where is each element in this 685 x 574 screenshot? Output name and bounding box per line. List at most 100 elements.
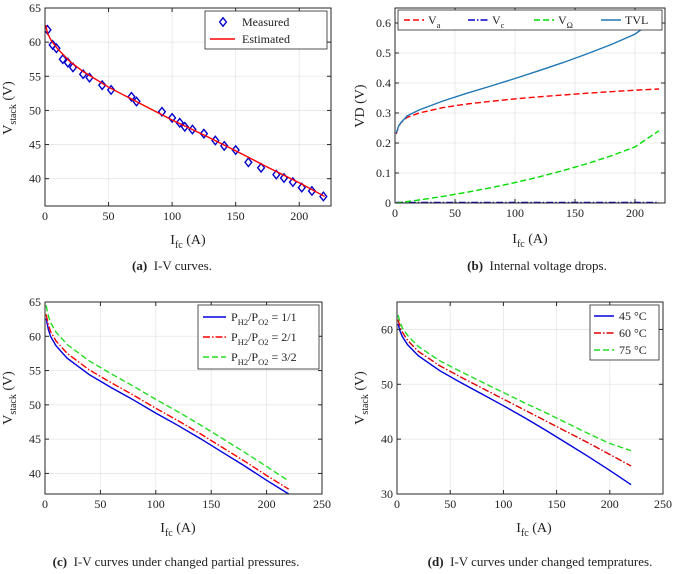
x-axis-label-main: I bbox=[160, 521, 165, 536]
legend-label: Va bbox=[428, 13, 441, 30]
axes-box bbox=[44, 301, 323, 495]
x-axis-label-main: I bbox=[170, 233, 175, 248]
series-line-3 bbox=[396, 130, 660, 203]
x-axis-label-main: I bbox=[516, 521, 521, 536]
legend-label: Measured bbox=[242, 15, 289, 29]
x-tick-label: 100 bbox=[506, 206, 524, 220]
x-tick-label: 150 bbox=[202, 497, 220, 511]
data-point-measured bbox=[127, 91, 136, 103]
legend-label-sub-h2: H2 bbox=[238, 337, 248, 347]
x-tick-label: 200 bbox=[601, 497, 619, 511]
legend-box bbox=[204, 10, 328, 50]
data-point-measured bbox=[297, 182, 307, 193]
x-axis-label-unit: (A) bbox=[529, 521, 552, 536]
series-line-2 bbox=[45, 314, 290, 490]
caption-text: Internal voltage drops. bbox=[483, 258, 607, 273]
legend-label: PH2/PO2 = 3/2 bbox=[231, 350, 297, 367]
legend-label-slash-p: /P bbox=[248, 330, 258, 344]
data-point-measured bbox=[307, 185, 317, 197]
y-axis-label-sub: stack bbox=[8, 104, 19, 125]
data-point-measured bbox=[48, 39, 57, 51]
legend-label-main: V bbox=[558, 13, 567, 27]
y-axis-label-main: V bbox=[1, 125, 16, 135]
legend-label-sub-o2: O2 bbox=[258, 337, 268, 347]
x-axis-label-sub: fc bbox=[517, 239, 525, 250]
data-point-measured bbox=[199, 128, 209, 139]
y-tick-label: 50 bbox=[29, 103, 41, 117]
y-tick-label: 45 bbox=[29, 432, 41, 446]
chart-b: 0 50 100 150 200 0 0.1 0.2 0.3 0.4 0.5 0.6 Ifc (A) VD… bbox=[353, 7, 666, 273]
x-tick-label: 150 bbox=[566, 206, 584, 220]
legend-box bbox=[397, 9, 663, 31]
x-axis-label-unit: (A) bbox=[183, 233, 206, 248]
data-point-measured bbox=[97, 79, 107, 91]
y-tick-label: 50 bbox=[381, 377, 393, 391]
caption-text: I-V curves under changed partial pressur… bbox=[67, 554, 299, 569]
y-axis-label-unit: (V) bbox=[353, 371, 368, 394]
y-axis-label: Vstack (V) bbox=[1, 371, 19, 425]
y-tick-label: 0.4 bbox=[376, 76, 391, 90]
y-tick-label: 55 bbox=[29, 69, 41, 83]
x-tick-label: 0 bbox=[42, 497, 48, 511]
x-axis-label-sub: fc bbox=[175, 240, 183, 251]
x-tick-label: 0 bbox=[392, 206, 398, 220]
legend-label-sub: a bbox=[437, 20, 441, 30]
y-axis-label-sub: stack bbox=[8, 394, 19, 415]
data-point-measured bbox=[157, 106, 167, 118]
legend-label-ratio: = 1/1 bbox=[268, 310, 296, 324]
y-tick-label: 0.3 bbox=[376, 106, 391, 120]
caption-d: (d) I-V curves under changed tempratures… bbox=[428, 554, 653, 569]
x-tick-label: 200 bbox=[626, 206, 644, 220]
legend-label: PH2/PO2 = 1/1 bbox=[231, 310, 297, 327]
series-line-2 bbox=[397, 319, 632, 467]
caption-text: I-V curves under changed tempratures. bbox=[444, 554, 653, 569]
legend-label-sub: Ω bbox=[567, 20, 573, 30]
legend-label: Vc bbox=[492, 13, 505, 30]
x-axis-label: Ifc (A) bbox=[516, 521, 552, 539]
series-line-1 bbox=[395, 88, 660, 135]
data-point-measured bbox=[231, 144, 240, 156]
y-tick-label: 40 bbox=[29, 172, 41, 186]
axes-box bbox=[396, 301, 664, 495]
y-tick-label: 30 bbox=[381, 487, 393, 501]
y-axis-label-main: V bbox=[353, 415, 368, 425]
data-point-measured bbox=[167, 112, 177, 124]
data-point-measured bbox=[244, 156, 253, 168]
legend-label-main: V bbox=[428, 13, 437, 27]
legend-label-sub-h2: H2 bbox=[238, 357, 248, 367]
y-tick-label: 60 bbox=[381, 322, 393, 336]
x-tick-label: 150 bbox=[548, 497, 566, 511]
y-axis-label: Vstack (V) bbox=[353, 371, 371, 425]
legend-label-ratio: = 3/2 bbox=[268, 350, 296, 364]
series-line-3 bbox=[397, 314, 632, 452]
legend-label-sub-o2: O2 bbox=[258, 317, 268, 327]
legend-box bbox=[589, 304, 660, 361]
caption-text: I-V curves. bbox=[147, 258, 212, 273]
x-tick-label: 200 bbox=[290, 209, 308, 223]
y-tick-label: 65 bbox=[29, 1, 41, 15]
x-tick-label: 0 bbox=[42, 209, 48, 223]
y-axis-label-sub: stack bbox=[360, 394, 371, 415]
x-axis-label: Ifc (A) bbox=[512, 232, 548, 250]
y-tick-label: 60 bbox=[29, 329, 41, 343]
legend-label-sub: c bbox=[501, 20, 505, 30]
series-group bbox=[45, 305, 290, 494]
caption-c: (c) I-V curves under changed partial pre… bbox=[53, 554, 300, 569]
legend-label: PH2/PO2 = 2/1 bbox=[231, 330, 297, 347]
y-tick-label: 0 bbox=[385, 196, 391, 210]
series-line-1 bbox=[397, 323, 632, 486]
caption-tag: (a) bbox=[132, 258, 147, 273]
legend-label-slash-p: /P bbox=[248, 310, 258, 324]
x-tick-label: 200 bbox=[258, 497, 276, 511]
legend-label-p: P bbox=[231, 310, 238, 324]
x-tick-label: 100 bbox=[163, 209, 181, 223]
y-axis-label-unit: (V) bbox=[1, 81, 16, 104]
y-tick-label: 0.6 bbox=[376, 16, 391, 30]
y-tick-label: 45 bbox=[29, 138, 41, 152]
x-tick-label: 50 bbox=[444, 497, 456, 511]
x-tick-label: 0 bbox=[394, 497, 400, 511]
x-axis-label: Ifc (A) bbox=[170, 233, 206, 251]
x-tick-label: 50 bbox=[94, 497, 106, 511]
legend-marker-measured bbox=[218, 16, 228, 28]
